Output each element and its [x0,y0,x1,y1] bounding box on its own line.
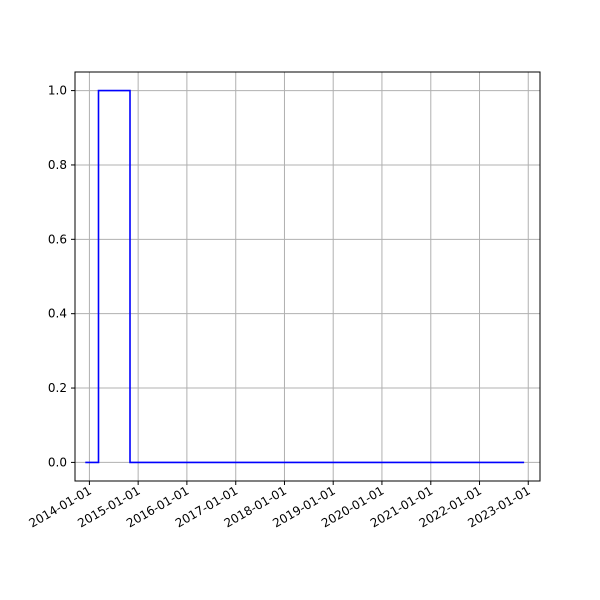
y-tick-label: 0.8 [48,158,67,172]
y-axis: 0.0 0.2 0.4 0.6 0.8 1.0 [48,84,75,469]
y-tick-label: 1.0 [48,84,67,98]
series-group [85,89,525,464]
y-tick-label: 0.6 [48,232,67,246]
y-tick-label: 0.0 [48,455,67,469]
x-axis: 2014-01-012015-01-012016-01-012017-01-01… [27,481,533,530]
grid [75,72,540,481]
plot-frame [74,71,541,482]
y-tick-label: 0.2 [48,381,67,395]
series-line [85,89,525,464]
y-tick-label: 0.4 [48,307,67,321]
